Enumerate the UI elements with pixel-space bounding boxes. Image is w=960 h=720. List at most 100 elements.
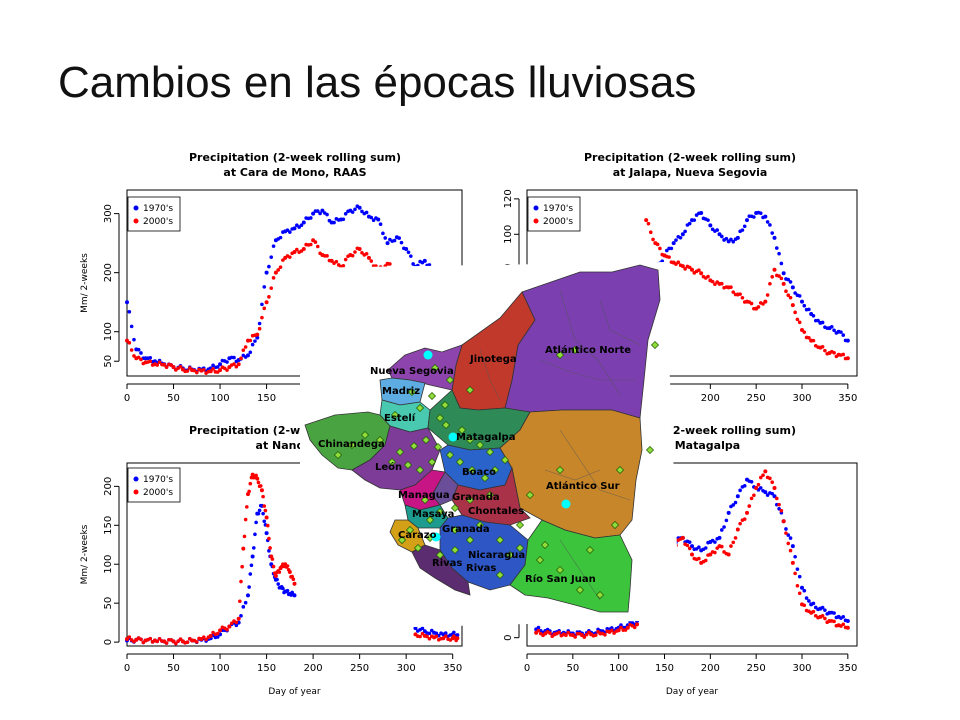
data-point bbox=[763, 490, 768, 495]
data-point bbox=[708, 223, 713, 228]
data-point bbox=[369, 215, 374, 220]
data-point bbox=[731, 540, 736, 545]
map-label-atlantico-sur: Atlántico Sur bbox=[546, 480, 620, 492]
data-point bbox=[749, 496, 754, 501]
station-marker bbox=[435, 550, 445, 560]
data-point bbox=[258, 484, 263, 488]
station-marker bbox=[585, 545, 595, 555]
station-marker bbox=[467, 465, 477, 475]
data-point bbox=[832, 619, 836, 624]
data-point bbox=[802, 588, 807, 593]
data-point bbox=[729, 237, 733, 242]
data-point bbox=[616, 628, 621, 633]
map-label-chontales: Chontales bbox=[468, 506, 524, 517]
legend-label: 1970's bbox=[143, 475, 173, 485]
data-point bbox=[248, 481, 253, 486]
data-point bbox=[295, 247, 299, 252]
station-marker bbox=[433, 442, 443, 452]
data-point bbox=[264, 300, 269, 305]
data-point bbox=[242, 534, 247, 539]
data-point bbox=[247, 489, 251, 494]
y-tick-label: 150 bbox=[103, 516, 114, 535]
legend-box bbox=[527, 196, 581, 232]
legend-swatch bbox=[533, 205, 539, 211]
data-point bbox=[275, 577, 279, 582]
data-point bbox=[255, 476, 260, 481]
data-point bbox=[215, 631, 220, 636]
data-point bbox=[243, 517, 248, 522]
data-point bbox=[366, 255, 371, 260]
map-label-managua: Managua bbox=[398, 490, 450, 501]
data-point bbox=[427, 631, 432, 636]
data-point bbox=[245, 505, 249, 509]
data-point bbox=[687, 540, 692, 544]
region-rivas bbox=[411, 544, 471, 596]
data-point bbox=[261, 511, 265, 516]
data-point bbox=[722, 525, 726, 529]
legend-swatch bbox=[133, 218, 139, 224]
data-point bbox=[747, 504, 752, 508]
data-point bbox=[820, 344, 825, 349]
data-point bbox=[772, 485, 777, 490]
data-point bbox=[364, 210, 369, 215]
data-point bbox=[573, 635, 577, 639]
data-point bbox=[719, 234, 724, 239]
data-point bbox=[745, 510, 749, 515]
data-point bbox=[329, 258, 334, 263]
data-point bbox=[811, 338, 816, 343]
data-point bbox=[434, 634, 439, 639]
data-point bbox=[125, 300, 129, 305]
data-point bbox=[763, 469, 768, 474]
station-marker bbox=[475, 440, 485, 450]
data-point bbox=[357, 247, 362, 252]
data-point bbox=[269, 255, 274, 259]
data-point bbox=[697, 545, 701, 549]
legend-label: 1970's bbox=[543, 204, 573, 214]
x-tick-label: 150 bbox=[257, 393, 276, 404]
data-point bbox=[132, 337, 136, 342]
data-point bbox=[269, 286, 274, 290]
data-point bbox=[129, 324, 134, 329]
y-tick-label: 100 bbox=[103, 322, 114, 341]
x-tick-label: 250 bbox=[350, 663, 369, 674]
data-point bbox=[717, 535, 722, 540]
data-point bbox=[676, 260, 681, 265]
data-point bbox=[765, 220, 770, 224]
data-point bbox=[566, 630, 571, 635]
data-point bbox=[658, 246, 662, 251]
data-point bbox=[790, 303, 795, 308]
municipal-lines bbox=[479, 289, 641, 601]
legend-label: 2000's bbox=[543, 217, 573, 227]
x-tick-label: 200 bbox=[701, 663, 720, 674]
data-point bbox=[823, 616, 827, 621]
data-point bbox=[194, 370, 199, 375]
data-point bbox=[264, 531, 269, 536]
station-marker bbox=[407, 387, 417, 397]
data-point bbox=[703, 558, 708, 563]
data-point bbox=[232, 355, 236, 360]
data-point bbox=[788, 536, 793, 540]
station-marker bbox=[435, 507, 445, 517]
station-marker bbox=[387, 457, 397, 467]
station-marker bbox=[555, 350, 565, 360]
data-point bbox=[250, 554, 255, 559]
data-point bbox=[564, 633, 568, 638]
data-point bbox=[239, 614, 243, 618]
x-tick-label: 300 bbox=[397, 663, 416, 674]
slide-title: Cambios en las épocas lluviosas bbox=[58, 58, 697, 107]
station-marker bbox=[347, 440, 357, 450]
data-point bbox=[434, 631, 439, 636]
data-point bbox=[357, 205, 362, 210]
data-point bbox=[788, 280, 793, 284]
data-point bbox=[343, 257, 348, 262]
data-point bbox=[174, 641, 178, 646]
data-point bbox=[353, 250, 357, 254]
station-marker bbox=[610, 520, 620, 530]
data-point bbox=[232, 362, 236, 366]
station-marker bbox=[390, 410, 400, 420]
data-point bbox=[255, 335, 260, 340]
data-point bbox=[241, 546, 246, 551]
data-point bbox=[392, 238, 397, 243]
data-point bbox=[763, 214, 768, 219]
data-point bbox=[369, 259, 374, 263]
